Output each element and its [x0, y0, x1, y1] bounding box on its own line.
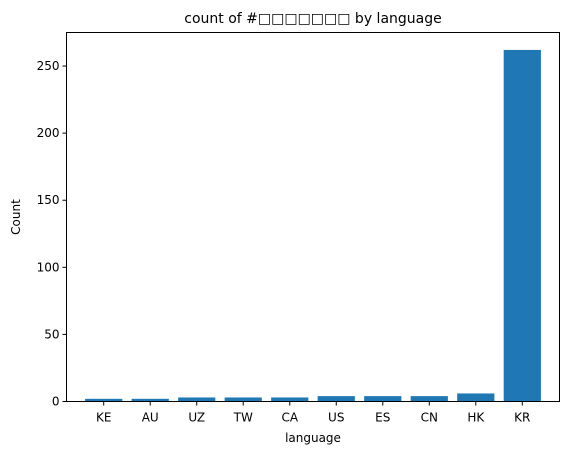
bar-tw	[224, 397, 262, 402]
y-tick-label: 150	[37, 193, 60, 207]
bar-hk	[457, 393, 495, 402]
chart-title: count of #□□□□□□□ by language	[184, 11, 441, 27]
x-tick-label-uz: UZ	[188, 411, 205, 425]
bar-es	[364, 396, 402, 402]
x-axis-label: language	[285, 431, 341, 445]
x-axis: KE AU UZ TW CA US ES CN HK KR	[96, 401, 530, 425]
y-axis: 0 50 100 150 200 250	[37, 59, 67, 409]
bar-ca	[271, 397, 309, 402]
y-axis-label: Count	[9, 199, 23, 235]
x-tick-label-cn: CN	[421, 411, 438, 425]
plot-area	[85, 49, 541, 402]
x-tick-label-kr: KR	[514, 411, 530, 425]
x-tick-label-ke: KE	[96, 411, 111, 425]
y-tick-label: 250	[37, 59, 60, 73]
bar-cn	[410, 396, 448, 402]
bar-uz	[178, 397, 216, 402]
x-tick-label-ca: CA	[281, 411, 298, 425]
x-tick-label-es: ES	[375, 411, 390, 425]
x-tick-label-hk: HK	[467, 411, 485, 425]
y-tick-label: 50	[44, 327, 59, 341]
x-tick-label-tw: TW	[233, 411, 253, 425]
bar-us	[317, 396, 355, 402]
y-tick-label: 200	[37, 126, 60, 140]
bar-ke	[85, 398, 123, 402]
y-tick-label: 100	[37, 260, 60, 274]
bar-au	[131, 398, 169, 402]
x-tick-label-au: AU	[142, 411, 159, 425]
y-tick-label: 0	[52, 395, 60, 409]
axes-frame	[66, 32, 560, 402]
x-tick-label-us: US	[328, 411, 344, 425]
bar-kr	[503, 49, 541, 402]
